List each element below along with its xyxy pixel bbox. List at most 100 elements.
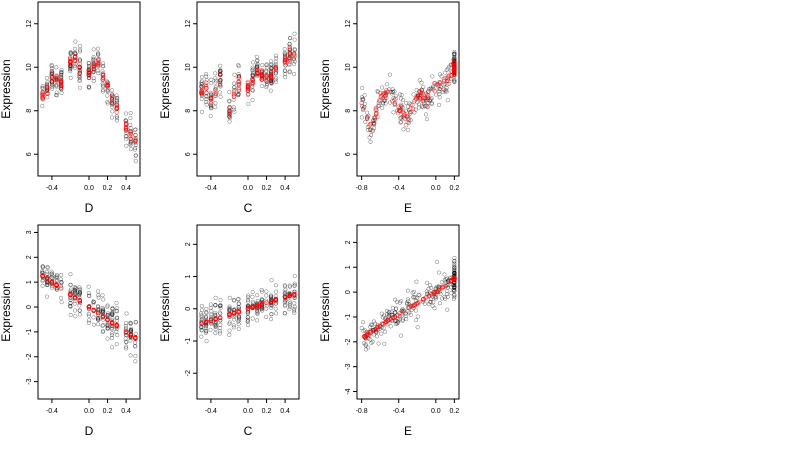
observed-point <box>246 295 251 300</box>
observed-point <box>236 301 241 306</box>
observed-point <box>218 318 223 323</box>
observed-point <box>114 306 119 311</box>
fitted-point <box>105 317 110 323</box>
x-tick-label: -0.4 <box>393 408 405 415</box>
observed-point <box>227 307 232 312</box>
fitted-point <box>360 107 366 113</box>
fitted-point <box>264 74 269 79</box>
x-tick-label: -0.4 <box>46 185 58 192</box>
observed-point <box>208 90 213 95</box>
observed-point <box>114 309 119 314</box>
fitted-point <box>273 66 279 71</box>
fitted-point <box>213 93 218 98</box>
observed-point <box>231 325 236 330</box>
observed-point <box>114 342 119 347</box>
y-tick-label: 0 <box>345 290 352 294</box>
observed-point <box>114 308 119 313</box>
fitted-point <box>245 306 251 311</box>
observed-point <box>128 141 133 146</box>
fitted-point <box>133 138 138 143</box>
observed-point <box>439 74 444 79</box>
observed-point <box>250 294 255 299</box>
fitted-point <box>446 74 451 79</box>
x-axis-label: E <box>404 424 412 438</box>
observed-point <box>259 83 265 89</box>
observed-point <box>40 103 45 109</box>
panel-2-2: -0.4 0.0 0.2 0.4 -2 -1 0 1 2 C Expression <box>158 224 300 438</box>
fitted-point <box>377 98 383 103</box>
observed-point <box>367 135 372 140</box>
observed-point <box>50 273 55 278</box>
observed-point <box>451 297 456 302</box>
observed-point <box>87 84 92 89</box>
observed-point <box>44 294 50 299</box>
fitted-point <box>123 125 129 131</box>
observed-point <box>218 303 223 308</box>
fitted-point <box>397 108 402 114</box>
observed-point <box>398 299 404 304</box>
fitted-point <box>287 47 292 53</box>
fitted-point <box>255 70 260 76</box>
observed-point <box>217 331 222 336</box>
observed-point <box>124 346 129 351</box>
observed-point <box>250 290 255 295</box>
observed-point <box>203 326 209 331</box>
points-layer <box>359 255 457 352</box>
fitted-point <box>105 80 110 86</box>
observed-point <box>40 83 45 89</box>
fitted-point <box>381 91 387 97</box>
observed-point <box>389 312 394 318</box>
observed-point <box>199 334 204 339</box>
observed-point <box>264 289 269 294</box>
x-tick-label: 0.4 <box>280 408 290 415</box>
observed-point <box>379 331 384 336</box>
observed-point <box>72 285 77 290</box>
observed-point <box>370 339 375 344</box>
observed-point <box>91 47 96 52</box>
observed-point <box>133 359 138 364</box>
fitted-point <box>114 102 120 108</box>
observed-point <box>59 69 64 74</box>
observed-point <box>218 298 223 303</box>
fitted-point <box>236 87 241 92</box>
fitted-point <box>208 318 214 323</box>
observed-point <box>260 289 265 294</box>
observed-point <box>406 120 411 125</box>
observed-point <box>273 59 278 64</box>
fitted-point <box>287 57 292 62</box>
observed-point <box>105 322 110 327</box>
observed-point <box>86 320 91 325</box>
fitted-point <box>287 55 292 60</box>
observed-point <box>114 93 119 98</box>
fitted-point <box>109 93 115 99</box>
observed-point <box>95 68 100 73</box>
observed-point <box>255 58 260 63</box>
observed-point <box>96 293 101 298</box>
observed-point <box>274 75 279 81</box>
observed-point <box>105 336 110 341</box>
fitted-point <box>114 323 120 329</box>
observed-point <box>105 326 110 331</box>
fitted-point <box>401 309 407 314</box>
observed-point <box>128 111 133 116</box>
observed-point <box>359 95 364 100</box>
observed-point <box>368 132 374 138</box>
observed-point <box>227 295 232 300</box>
observed-point <box>382 341 387 346</box>
observed-point <box>86 313 91 318</box>
fitted-point <box>236 310 241 315</box>
observed-point <box>227 315 232 320</box>
observed-point <box>123 339 129 344</box>
fitted-point <box>72 58 78 64</box>
observed-point <box>250 98 255 103</box>
observed-point <box>421 84 426 90</box>
y-tick-label: 0 <box>26 305 33 309</box>
y-tick-label: -2 <box>185 370 192 376</box>
observed-point <box>199 328 204 333</box>
y-tick-label: 2 <box>345 240 352 244</box>
observed-point <box>77 77 82 82</box>
observed-point <box>101 61 106 66</box>
y-axis-label: Expression <box>0 282 13 341</box>
fitted-point <box>421 95 427 101</box>
observed-point <box>49 271 54 276</box>
